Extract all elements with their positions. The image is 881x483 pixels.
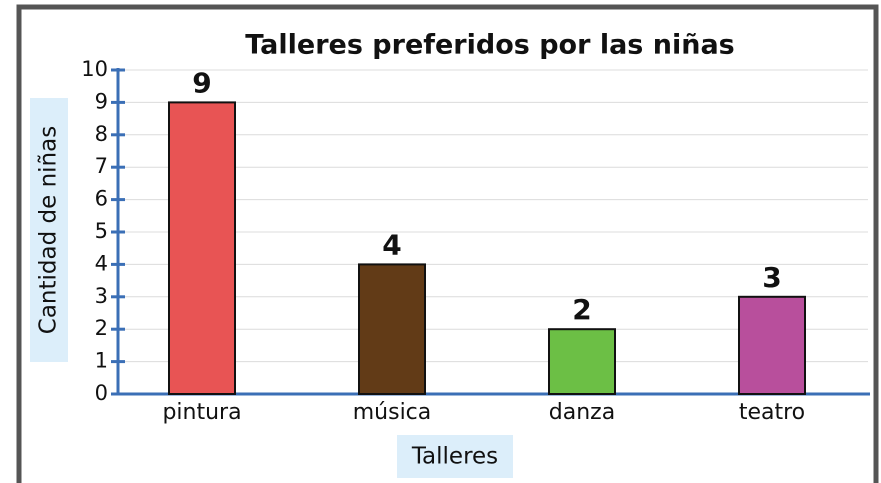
frame: [16, 4, 879, 483]
x-tick-label: música: [353, 400, 432, 425]
chart-title: Talleres preferidos por las niñas: [245, 30, 735, 61]
x-tick-label: pintura: [162, 400, 241, 425]
y-tick-label: 7: [95, 154, 108, 178]
y-tick-label: 5: [95, 219, 108, 243]
bar: [738, 295, 806, 395]
y-tick-label: 6: [95, 187, 108, 211]
y-tick-label: 8: [95, 122, 108, 146]
bar: [548, 328, 616, 396]
y-tick-label: 4: [95, 251, 108, 275]
x-tick-label: danza: [549, 400, 615, 425]
bar: [358, 263, 426, 395]
y-tick-label: 10: [81, 57, 108, 81]
y-label-bg: [30, 98, 68, 362]
x-axis-label: Talleres: [411, 444, 498, 470]
data-label: 4: [382, 228, 401, 261]
y-tick-label: 0: [95, 381, 108, 405]
y-tick-label: 2: [95, 316, 108, 340]
data-label: 9: [192, 66, 211, 99]
x-label-bg: [397, 435, 513, 478]
y-tick-label: 3: [95, 284, 108, 308]
data-label: 2: [572, 293, 591, 326]
y-axis-label: Cantidad de niñas: [36, 126, 62, 334]
y-tick-label: 1: [95, 349, 108, 373]
y-tick-label: 9: [95, 89, 108, 113]
bar: [168, 101, 236, 396]
x-tick-label: teatro: [739, 400, 805, 425]
data-label: 3: [762, 261, 781, 294]
